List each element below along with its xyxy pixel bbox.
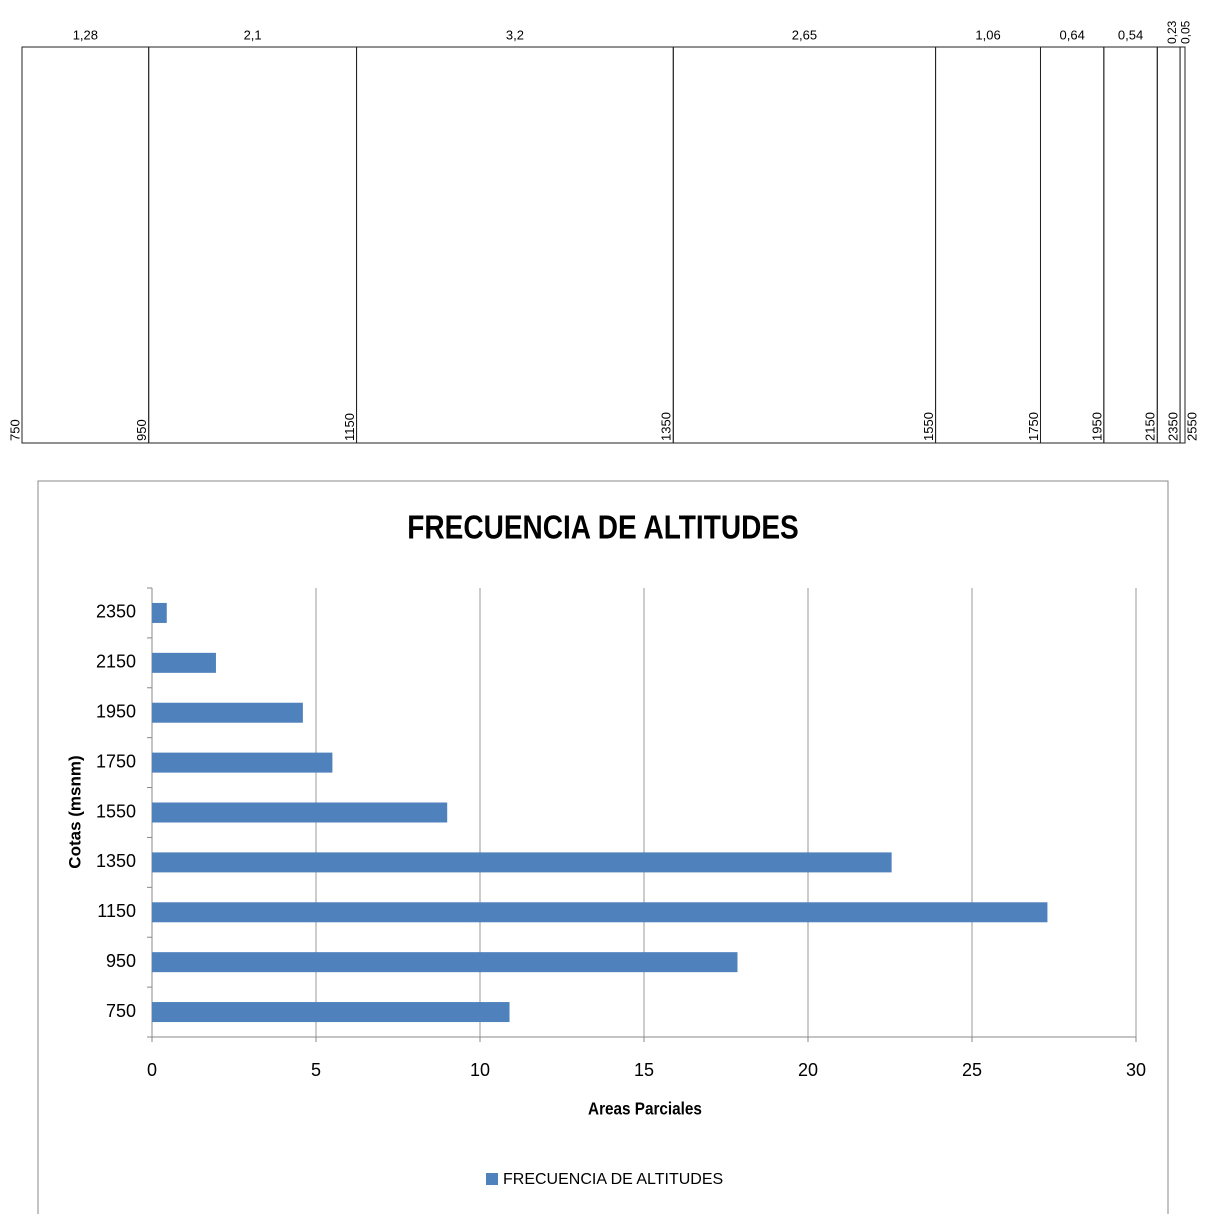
bar (152, 802, 448, 823)
segment (1103, 46, 1158, 444)
segment-label: 0,23 (1165, 20, 1179, 44)
boundary-label: 750 (7, 419, 22, 441)
boundary-label: 950 (134, 419, 149, 441)
segment-label: 3,2 (506, 27, 524, 42)
boundary-label: 2350 (1165, 412, 1180, 441)
x-tick-label: 5 (311, 1060, 321, 1080)
boundary-label: 1550 (921, 412, 936, 441)
segment (935, 46, 1041, 444)
segment-label: 0,54 (1118, 27, 1143, 42)
chart-frame (37, 480, 1169, 1214)
y-tick-label: 1150 (97, 901, 136, 921)
y-tick-label: 1750 (96, 751, 136, 771)
y-tick-label: 2350 (96, 602, 136, 622)
x-tick-label: 25 (962, 1060, 982, 1080)
boundary-label: 1750 (1026, 412, 1041, 441)
y-tick-label: 2150 (96, 652, 136, 672)
y-axis-label: Cotas (msnm) (65, 755, 84, 868)
boundary-label: 1350 (659, 412, 674, 441)
x-tick-label: 0 (147, 1060, 157, 1080)
y-tick-label: 1550 (96, 801, 136, 821)
bar (152, 952, 738, 973)
bar (152, 902, 1048, 923)
segment-label: 0,64 (1060, 27, 1085, 42)
segment-label: 2,1 (244, 27, 262, 42)
bar (152, 1002, 510, 1023)
x-tick-label: 30 (1126, 1060, 1146, 1080)
bar (152, 702, 303, 723)
segment-label: 0,05 (1179, 20, 1193, 44)
segment (1039, 46, 1105, 444)
boundary-label: 2150 (1143, 412, 1158, 441)
bar (152, 652, 216, 673)
y-tick-label: 750 (106, 1001, 136, 1021)
boundary-label: 1150 (342, 413, 357, 441)
boundary-label: 2550 (1184, 412, 1199, 441)
bar (152, 752, 333, 773)
segment (1156, 46, 1181, 444)
boundary-label: 1950 (1089, 412, 1104, 441)
segment (356, 46, 674, 444)
bar (152, 602, 167, 623)
segment (672, 46, 937, 444)
x-axis-label: Areas Parciales (588, 1099, 702, 1119)
y-tick-label: 1950 (96, 701, 136, 721)
segment (148, 46, 358, 444)
segment-label: 1,06 (975, 27, 1000, 42)
bar (152, 852, 892, 873)
chart-title: FRECUENCIA DE ALTITUDES (407, 510, 798, 547)
segment-label: 1,28 (73, 27, 98, 42)
y-tick-label: 950 (106, 951, 136, 971)
legend-swatch (486, 1173, 498, 1185)
legend-label: FRECUENCIA DE ALTITUDES (503, 1171, 723, 1188)
segment (21, 46, 150, 444)
y-tick-label: 1350 (96, 851, 136, 871)
segment (1179, 46, 1186, 444)
x-tick-label: 20 (798, 1060, 818, 1080)
x-tick-label: 15 (634, 1060, 654, 1080)
segment-label: 2,65 (792, 27, 817, 42)
x-tick-label: 10 (470, 1060, 490, 1080)
